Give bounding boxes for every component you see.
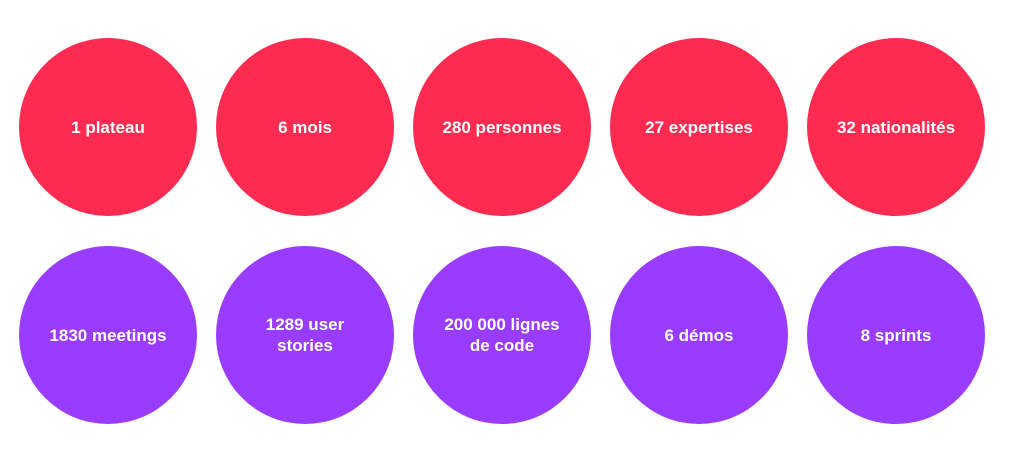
stat-circle: 1830 meetings xyxy=(19,246,197,424)
stat-circle: 200 000 lignes de code xyxy=(413,246,591,424)
stat-circle: 8 sprints xyxy=(807,246,985,424)
stat-label: 1 plateau xyxy=(71,117,145,137)
stat-label: 32 nationalités xyxy=(836,117,956,137)
stat-label: de code xyxy=(469,336,535,355)
stat-label: 280 personnes xyxy=(442,117,562,137)
stat-label: 200 000 lignes xyxy=(444,315,560,334)
stat-circle: 6 mois xyxy=(216,38,394,216)
stat-label: 6 mois xyxy=(278,117,332,137)
stat-label: 8 sprints xyxy=(860,325,932,345)
stat-label: 1289 user xyxy=(265,315,345,334)
stat-label: 27 expertises xyxy=(645,117,753,137)
stat-circle: 27 expertises xyxy=(610,38,788,216)
stat-label: 1830 meetings xyxy=(49,325,167,345)
stat-label: stories xyxy=(277,336,333,355)
stat-circle: 1289 user stories xyxy=(216,246,394,424)
stat-circle: 280 personnes xyxy=(413,38,591,216)
stat-label: 6 démos xyxy=(664,325,734,345)
stat-circle: 1 plateau xyxy=(19,38,197,216)
stat-circle: 32 nationalités xyxy=(807,38,985,216)
stat-circle: 6 démos xyxy=(610,246,788,424)
